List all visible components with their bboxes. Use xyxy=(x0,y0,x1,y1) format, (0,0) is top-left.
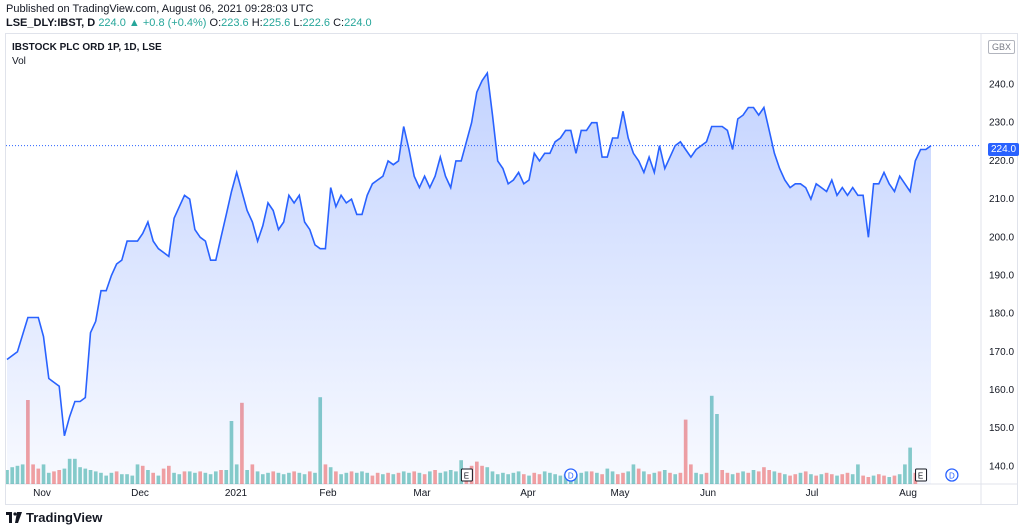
low-value: 222.6 xyxy=(302,17,331,29)
price-line xyxy=(6,70,932,437)
symbol-line: LSE_DLY:IBST, D 224.0 ▲ +0.8 (+0.4%) O:2… xyxy=(6,17,372,30)
price-tick-label: 160.0 xyxy=(989,385,1014,396)
earnings-marker-icon[interactable]: E xyxy=(915,468,928,482)
chart-frame xyxy=(5,33,1018,505)
time-tick-label: 2021 xyxy=(225,488,248,499)
price-tick-label: 210.0 xyxy=(989,194,1014,205)
price-tick-label: 150.0 xyxy=(989,423,1014,434)
price-tick-label: 180.0 xyxy=(989,309,1014,320)
event-marker-label: D xyxy=(568,472,574,481)
time-tick-label: Nov xyxy=(33,488,51,499)
footer-brand-text: TradingView xyxy=(26,510,103,525)
time-tick-label: Dec xyxy=(131,488,149,499)
close-label: C: xyxy=(333,17,345,29)
event-marker-label: E xyxy=(918,472,923,481)
legend-vol: Vol xyxy=(12,56,26,67)
published-line: Published on TradingView.com, August 06,… xyxy=(6,3,314,15)
low-label: L: xyxy=(293,17,303,29)
price-tick-label: 140.0 xyxy=(989,461,1014,472)
last-price: 224.0 xyxy=(98,17,126,29)
close-value: 224.0 xyxy=(344,17,372,29)
earnings-marker-icon[interactable]: E xyxy=(460,468,473,482)
price-chart[interactable]: 140.0 150.0 160.0 170.0 180.0 190.0 200.0 210.0… xyxy=(6,34,1017,504)
time-tick-label: Jul xyxy=(806,488,819,499)
time-tick-label: Jun xyxy=(700,488,716,499)
tradingview-logo-icon xyxy=(6,512,22,523)
time-tick-label: Apr xyxy=(520,488,536,499)
current-price-badge: 224.0 xyxy=(988,143,1020,156)
price-area xyxy=(7,73,931,484)
open-label: O: xyxy=(209,17,222,29)
change: ▲ +0.8 (+0.4%) xyxy=(128,17,207,29)
high-value: 225.6 xyxy=(262,17,291,29)
price-tick-label: 230.0 xyxy=(989,118,1014,129)
currency-badge[interactable]: GBX xyxy=(988,40,1016,54)
time-tick-label: Feb xyxy=(319,488,337,499)
time-tick-label: May xyxy=(611,488,630,499)
price-tick-label: 170.0 xyxy=(989,347,1014,358)
dividend-marker-icon[interactable]: D xyxy=(945,468,959,482)
event-marker-label: D xyxy=(949,472,955,481)
time-tick-label: Aug xyxy=(899,488,917,499)
footer-brand[interactable]: TradingView xyxy=(6,510,102,525)
price-tick-label: 190.0 xyxy=(989,270,1014,281)
event-marker-label: E xyxy=(464,472,469,481)
legend-title: IBSTOCK PLC ORD 1P, 1D, LSE xyxy=(12,42,162,53)
price-tick-label: 240.0 xyxy=(989,80,1014,91)
time-tick-label: Mar xyxy=(413,488,431,499)
dividend-marker-icon[interactable]: D xyxy=(564,468,578,482)
high-label: H: xyxy=(251,17,263,29)
price-tick-label: 220.0 xyxy=(989,156,1014,167)
symbol: LSE_DLY:IBST, D xyxy=(6,17,96,29)
price-tick-label: 200.0 xyxy=(989,232,1014,243)
open-value: 223.6 xyxy=(221,17,249,29)
